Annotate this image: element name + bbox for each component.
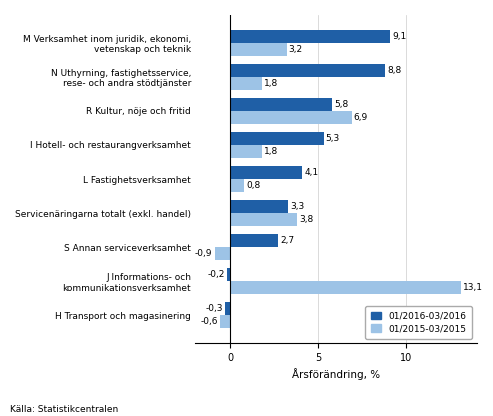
Text: -0,9: -0,9 bbox=[195, 249, 212, 258]
Bar bbox=[230, 98, 332, 111]
Text: 3,8: 3,8 bbox=[299, 215, 314, 224]
Bar bbox=[230, 200, 288, 213]
Text: 8,8: 8,8 bbox=[387, 66, 401, 75]
Text: 6,9: 6,9 bbox=[354, 113, 368, 122]
Bar bbox=[230, 166, 303, 179]
Text: 13,1: 13,1 bbox=[463, 283, 483, 292]
Bar bbox=[230, 179, 245, 192]
Bar bbox=[230, 111, 352, 124]
X-axis label: Årsförändring, %: Årsförändring, % bbox=[292, 368, 380, 380]
Bar bbox=[230, 281, 461, 294]
Text: 5,3: 5,3 bbox=[326, 134, 340, 143]
Bar bbox=[225, 302, 230, 315]
Text: 9,1: 9,1 bbox=[392, 32, 407, 41]
Bar bbox=[230, 213, 297, 226]
Bar bbox=[227, 268, 230, 281]
Text: Källa: Statistikcentralen: Källa: Statistikcentralen bbox=[10, 405, 118, 414]
Bar bbox=[230, 30, 390, 43]
Text: -0,6: -0,6 bbox=[200, 317, 218, 326]
Bar bbox=[230, 64, 385, 77]
Bar bbox=[230, 145, 262, 158]
Text: 0,8: 0,8 bbox=[246, 181, 261, 190]
Text: 3,3: 3,3 bbox=[290, 202, 305, 211]
Legend: 01/2016-03/2016, 01/2015-03/2015: 01/2016-03/2016, 01/2015-03/2015 bbox=[365, 306, 472, 339]
Text: 4,1: 4,1 bbox=[305, 168, 318, 177]
Text: -0,2: -0,2 bbox=[208, 270, 225, 279]
Bar bbox=[230, 43, 286, 56]
Text: 1,8: 1,8 bbox=[264, 147, 279, 156]
Text: 2,7: 2,7 bbox=[280, 236, 294, 245]
Text: 5,8: 5,8 bbox=[334, 100, 349, 109]
Text: 3,2: 3,2 bbox=[289, 45, 303, 54]
Bar bbox=[230, 77, 262, 90]
Bar bbox=[220, 315, 230, 328]
Bar bbox=[230, 234, 278, 247]
Bar bbox=[214, 247, 230, 260]
Text: 1,8: 1,8 bbox=[264, 79, 279, 88]
Text: -0,3: -0,3 bbox=[206, 304, 223, 313]
Bar bbox=[230, 132, 323, 145]
